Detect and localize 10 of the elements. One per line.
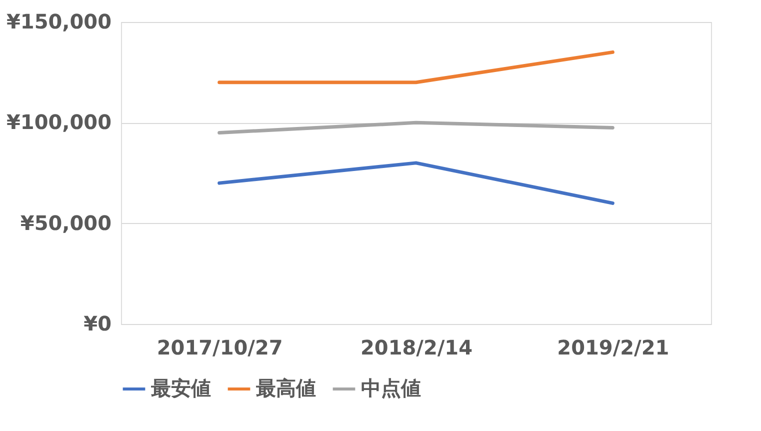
x-tick-label: 2018/2/14 (360, 336, 473, 360)
legend-label: 中点値 (361, 376, 421, 400)
y-tick-label: ¥0 (84, 312, 112, 336)
y-tick-label: ¥50,000 (20, 210, 112, 235)
y-tick-label: ¥150,000 (6, 10, 112, 34)
y-tick-label: ¥100,000 (6, 110, 112, 134)
x-tick-label: 2019/2/21 (557, 336, 670, 360)
legend-label: 最安値 (150, 376, 211, 400)
x-tick-label: 2017/10/27 (156, 336, 283, 360)
legend-label: 最高値 (255, 376, 316, 400)
